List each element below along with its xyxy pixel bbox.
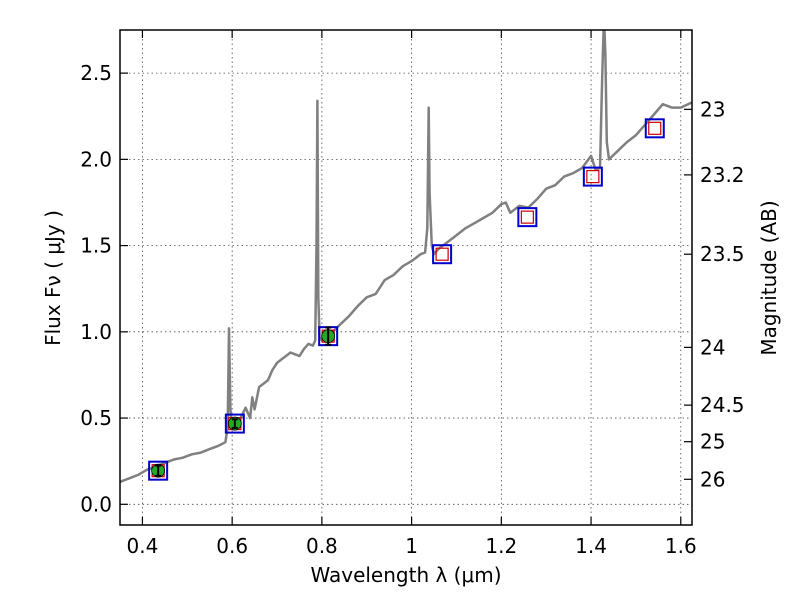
spectrum-line [120,30,692,484]
y-tick-label: 1.0 [80,320,112,344]
model-point [148,460,169,481]
mag-tick-label: 24.5 [700,393,745,417]
y-axis-ticks: 0.0 0.5 1.0 1.5 2.0 2.5 [80,61,128,516]
y-axis-label: Flux Fν ( μJy ) [41,210,65,346]
grid-layer [120,30,692,525]
plot-frame [119,29,693,526]
model-point-inner [520,210,534,224]
y-tick-label: 0.0 [80,492,112,516]
model-point-inner [586,170,600,184]
x-axis-label: Wavelength λ (μm) [310,563,501,587]
model-point [582,166,603,187]
points-layer [148,118,665,481]
x-tick-label: 1.2 [485,534,517,558]
x-tick-label: 0.4 [127,534,159,558]
x-tick-label: 1.4 [575,534,607,558]
right-axis-label: Magnitude (AB) [757,200,781,355]
model-point [224,413,245,434]
mag-tick-label: 26 [700,467,725,491]
spectrum-layer [120,30,692,484]
x-tick-label: 0.6 [216,534,248,558]
model-point-inner [648,121,662,135]
magnitude-axis-ticks: 23 23.2 23.5 24 24.5 25 26 [684,97,745,491]
mag-tick-label: 24 [700,335,725,359]
x-axis-ticks: 0.4 0.6 0.8 1 1.2 1.4 1.6 [127,30,697,558]
y-tick-label: 2.0 [80,147,112,171]
model-point [517,207,538,228]
y-tick-label: 0.5 [80,406,112,430]
x-tick-label: 0.8 [306,534,338,558]
model-point [432,244,453,265]
x-tick-label: 1 [405,534,418,558]
mag-tick-label: 23.2 [700,163,745,187]
mag-tick-label: 23 [700,97,725,121]
mag-tick-label: 23.5 [700,242,745,266]
model-point-inner [435,247,449,261]
x-tick-label: 1.6 [665,534,697,558]
mag-tick-label: 25 [700,430,725,454]
y-tick-label: 1.5 [80,234,112,258]
y-tick-label: 2.5 [80,61,112,85]
model-point [644,118,665,139]
